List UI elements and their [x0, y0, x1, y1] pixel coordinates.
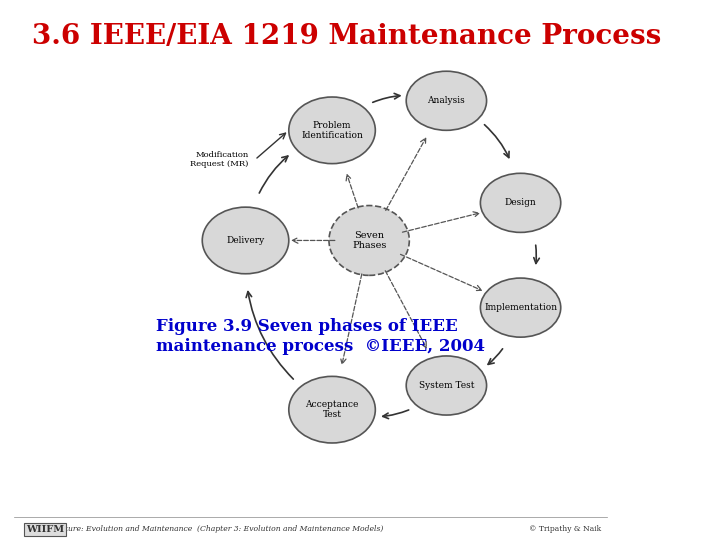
Text: System Test: System Test: [418, 381, 474, 390]
Ellipse shape: [406, 71, 487, 130]
Ellipse shape: [329, 206, 409, 275]
Text: Acceptance
Test: Acceptance Test: [305, 400, 359, 420]
Ellipse shape: [406, 356, 487, 415]
Text: Analysis: Analysis: [428, 96, 465, 105]
Ellipse shape: [289, 376, 375, 443]
Text: Modification
Request (MR): Modification Request (MR): [190, 151, 248, 168]
Text: Figure 3.9 Seven phases of IEEE
maintenance process  ©IEEE, 2004: Figure 3.9 Seven phases of IEEE maintena…: [156, 319, 485, 355]
Text: Implementation: Implementation: [484, 303, 557, 312]
Ellipse shape: [480, 173, 561, 232]
Ellipse shape: [202, 207, 289, 274]
Text: Delivery: Delivery: [226, 236, 265, 245]
Text: Problem
Identification: Problem Identification: [301, 120, 363, 140]
Text: © Tripathy & Naik: © Tripathy & Naik: [528, 525, 601, 533]
Ellipse shape: [289, 97, 375, 164]
Text: 3.6 IEEE/EIA 1219 Maintenance Process: 3.6 IEEE/EIA 1219 Maintenance Process: [32, 23, 662, 50]
Text: Seven
Phases: Seven Phases: [352, 231, 387, 250]
Text: Design: Design: [505, 198, 536, 207]
Text: Lecture: Evolution and Maintenance  (Chapter 3: Evolution and Maintenance Models: Lecture: Evolution and Maintenance (Chap…: [52, 525, 384, 533]
Text: WIIFM: WIIFM: [26, 525, 64, 534]
Ellipse shape: [480, 278, 561, 337]
